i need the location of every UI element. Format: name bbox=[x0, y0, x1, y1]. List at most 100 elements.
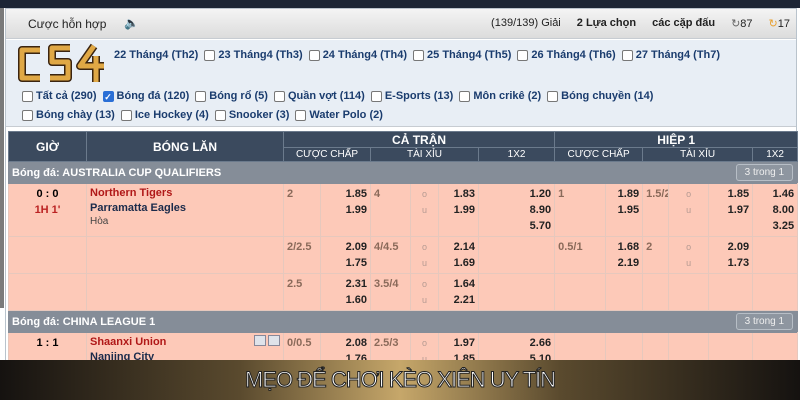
odds[interactable]: 1.85 bbox=[727, 188, 750, 200]
home-team[interactable]: Northern Tigers bbox=[90, 187, 173, 199]
match-row: 0 : 0 1H 1' Northern Tigers Parramatta Eagl… bbox=[8, 183, 799, 237]
sport-filter[interactable]: Water Polo (2) bbox=[295, 109, 383, 121]
sport-filter[interactable]: Bóng chuyền (14) bbox=[547, 90, 653, 102]
checkbox[interactable]: ✓ bbox=[102, 90, 114, 102]
odds[interactable]: 1.89 bbox=[617, 188, 640, 200]
c54-logo bbox=[18, 43, 104, 82]
odds[interactable]: 5.70 bbox=[529, 220, 552, 232]
date-filter[interactable]: 24 Tháng4 (Th4) bbox=[308, 49, 407, 61]
handicap-line: 2 bbox=[287, 188, 294, 200]
handicap-line: 2.5 bbox=[287, 278, 303, 290]
checkbox[interactable] bbox=[370, 90, 382, 102]
speaker-icon[interactable]: 🔈 bbox=[124, 16, 139, 30]
refresh-button[interactable]: ↻87 bbox=[731, 18, 753, 30]
col-full-match: CẢ TRẬN bbox=[282, 131, 556, 148]
match-row: 2.5 2.31 1.60 3.5/4 o u 1.64 2.21 bbox=[8, 273, 799, 311]
odds[interactable]: 8.90 bbox=[529, 204, 552, 216]
odds[interactable]: 2.09 bbox=[727, 241, 750, 253]
odds[interactable]: 3.25 bbox=[772, 220, 795, 232]
odds[interactable]: 1.97 bbox=[453, 337, 475, 349]
odds[interactable]: 1.85 bbox=[345, 188, 367, 200]
under-label: u bbox=[686, 205, 692, 215]
date-filters: 22 Tháng4 (Th2) 23 Tháng4 (Th3) 24 Tháng… bbox=[114, 49, 726, 61]
odds[interactable]: 2.14 bbox=[453, 241, 475, 253]
selections[interactable]: 2 Lựa chọn bbox=[576, 17, 637, 29]
odds[interactable]: 2.08 bbox=[345, 337, 367, 349]
checkbox[interactable] bbox=[413, 49, 425, 61]
date-filter[interactable]: 25 Tháng4 (Th5) bbox=[413, 49, 511, 61]
odds[interactable]: 1.99 bbox=[345, 204, 367, 216]
odds[interactable]: 1.69 bbox=[453, 257, 475, 269]
sport-filter[interactable]: Quần vợt (114) bbox=[273, 90, 365, 102]
odds[interactable]: 8.00 bbox=[772, 204, 795, 216]
odds[interactable]: 2.19 bbox=[617, 257, 640, 269]
matches-label[interactable]: các cặp đấu bbox=[652, 17, 716, 29]
ou-line: 3.5/4 bbox=[374, 278, 399, 290]
over-label: o bbox=[686, 242, 692, 252]
odds[interactable]: 1.20 bbox=[529, 188, 552, 200]
over-label: o bbox=[421, 242, 427, 252]
sport-filter[interactable]: Bóng rổ (5) bbox=[195, 90, 268, 102]
odds[interactable]: 1.60 bbox=[345, 294, 367, 306]
stats-icon[interactable] bbox=[254, 335, 266, 346]
odds[interactable]: 2.21 bbox=[453, 294, 475, 306]
odds-table: GIỜ BÓNG LĂN CẢ TRẬN HIỆP 1 CƯỢC CHẤP TÀ… bbox=[7, 131, 799, 370]
odds[interactable]: 2.66 bbox=[529, 337, 552, 349]
checkbox[interactable] bbox=[459, 90, 471, 102]
sport-filter[interactable]: Ice Hockey (4) bbox=[120, 109, 209, 121]
3in1-button[interactable]: 3 trong 1 bbox=[735, 164, 794, 181]
checkbox[interactable] bbox=[621, 49, 633, 61]
odds[interactable]: 1.73 bbox=[727, 257, 750, 269]
odds[interactable]: 1.83 bbox=[453, 188, 475, 200]
odds[interactable]: 2.31 bbox=[345, 278, 367, 290]
checkbox[interactable] bbox=[204, 49, 216, 61]
sub-half-over-under: TÀI XỈU bbox=[642, 147, 754, 162]
odds[interactable]: 1.68 bbox=[617, 241, 640, 253]
checkbox[interactable] bbox=[517, 49, 529, 61]
odds[interactable]: 2.09 bbox=[345, 241, 367, 253]
sport-filter[interactable]: Tất cả (290) bbox=[22, 90, 97, 102]
home-team[interactable]: Shaanxi Union bbox=[90, 336, 167, 348]
checkbox[interactable] bbox=[273, 90, 285, 102]
3in1-button[interactable]: 3 trong 1 bbox=[735, 313, 794, 330]
leagues-count[interactable]: (139/139) Giải bbox=[491, 17, 561, 29]
checkbox[interactable] bbox=[547, 90, 559, 102]
checkbox[interactable] bbox=[22, 109, 33, 121]
ou-line: 4/4.5 bbox=[374, 241, 399, 253]
checkbox[interactable] bbox=[214, 109, 226, 121]
sub-1x2: 1X2 bbox=[477, 147, 556, 162]
handicap-line: 1 bbox=[558, 188, 565, 200]
sub-handicap: CƯỢC CHẤP bbox=[283, 147, 371, 162]
refresh-timer[interactable]: ↻17 bbox=[768, 18, 790, 30]
checkbox[interactable] bbox=[195, 90, 207, 102]
handicap-line: 2/2.5 bbox=[287, 241, 312, 253]
over-label: o bbox=[421, 338, 427, 348]
sub-half-1x2: 1X2 bbox=[752, 147, 799, 162]
odds[interactable]: 1.99 bbox=[453, 204, 475, 216]
odds[interactable]: 1.95 bbox=[617, 204, 640, 216]
sport-filter[interactable]: Snooker (3) bbox=[214, 109, 289, 121]
away-team[interactable]: Parramatta Eagles bbox=[90, 202, 186, 214]
checkbox[interactable] bbox=[308, 49, 320, 61]
date-filter[interactable]: 22 Tháng4 (Th2) bbox=[114, 49, 199, 61]
odds[interactable]: 1.75 bbox=[345, 257, 367, 269]
over-label: o bbox=[686, 189, 692, 199]
league-name: Bóng đá: AUSTRALIA CUP QUALIFIERS bbox=[7, 161, 710, 184]
date-filter[interactable]: 26 Tháng4 (Th6) bbox=[517, 49, 616, 61]
odds[interactable]: 1.46 bbox=[772, 188, 795, 200]
sport-filter[interactable]: ✓ Bóng đá (120) bbox=[102, 90, 190, 102]
odds[interactable]: 1.64 bbox=[453, 278, 475, 290]
sport-filter[interactable]: Bóng chày (13) bbox=[22, 109, 115, 121]
checkbox[interactable] bbox=[295, 109, 307, 121]
league-row: Bóng đá: AUSTRALIA CUP QUALIFIERS 3 tron… bbox=[7, 161, 799, 184]
sport-filter[interactable]: E-Sports (13) bbox=[370, 90, 453, 102]
odds[interactable]: 1.97 bbox=[727, 204, 750, 216]
sport-filter[interactable]: Môn crikê (2) bbox=[459, 90, 541, 102]
live-icon[interactable] bbox=[268, 335, 280, 346]
checkbox[interactable] bbox=[22, 90, 33, 102]
date-filter[interactable]: 23 Tháng4 (Th3) bbox=[204, 49, 303, 61]
date-filter[interactable]: 27 Tháng4 (Th7) bbox=[621, 49, 720, 61]
match-score: 0 : 0 bbox=[36, 188, 59, 200]
checkbox[interactable] bbox=[120, 109, 132, 121]
under-label: u bbox=[421, 258, 427, 268]
